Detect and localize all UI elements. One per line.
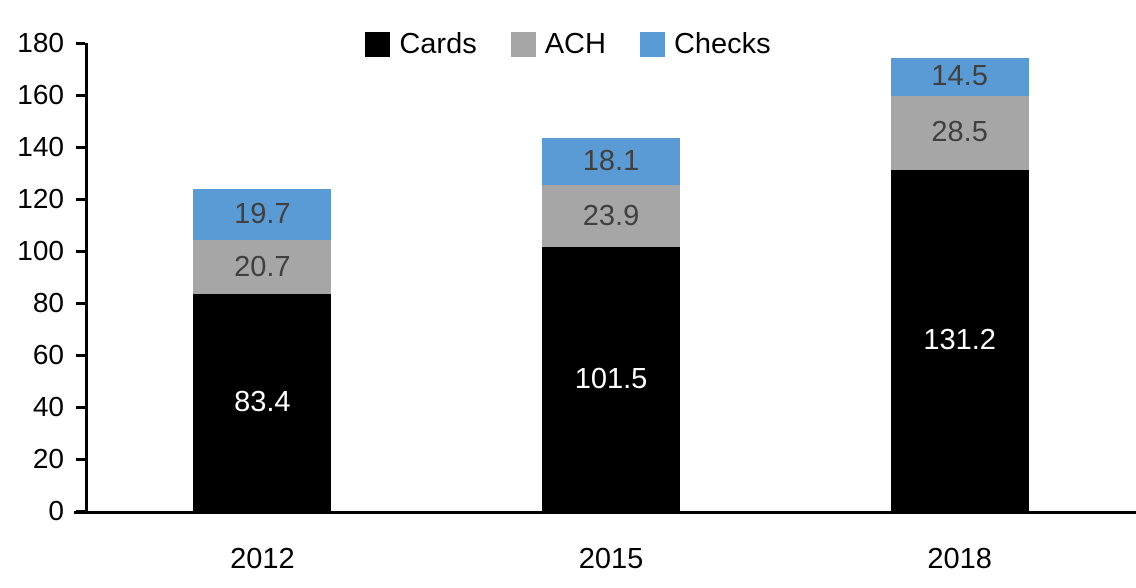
y-tick-mark [76, 406, 85, 409]
y-tick-mark [76, 250, 85, 253]
bar-segment-ach-2018: 28.5 [890, 95, 1029, 170]
x-tick-label-2012: 2012 [230, 543, 295, 575]
legend-swatch-ach [510, 32, 536, 57]
bar-value-label: 19.7 [234, 198, 291, 231]
legend-label-checks: Checks [673, 28, 771, 60]
bar-value-label: 23.9 [582, 199, 640, 232]
bar-segment-checks-2018: 14.5 [890, 58, 1029, 96]
legend: Cards ACH Checks [0, 30, 1136, 59]
bar-segment-ach-2015: 23.9 [542, 184, 680, 248]
bar-value-label: 18.1 [582, 144, 640, 177]
bar-segment-checks-2012: 19.7 [193, 189, 332, 241]
y-tick-mark [76, 510, 85, 513]
bar-segment-cards-2018: 131.2 [890, 169, 1029, 511]
y-tick-label: 20 [32, 443, 64, 474]
x-tick-label-2015: 2015 [578, 543, 644, 575]
bar-value-label: 14.5 [931, 60, 988, 93]
bar-segment-cards-2012: 83.4 [193, 294, 332, 511]
bar-segment-checks-2015: 18.1 [542, 137, 680, 185]
y-tick-label: 80 [32, 287, 64, 318]
bar-segment-ach-2012: 20.7 [193, 240, 332, 295]
bar-value-label: 20.7 [234, 250, 291, 283]
y-tick-mark [76, 458, 85, 461]
legend-swatch-cards [365, 32, 391, 57]
bar-segment-cards-2015: 101.5 [542, 247, 680, 511]
y-tick-label: 120 [17, 183, 64, 214]
bar-value-label: 83.4 [234, 386, 291, 419]
y-tick-label: 140 [17, 131, 64, 162]
y-tick-label: 180 [17, 27, 64, 58]
y-tick-label: 0 [48, 495, 64, 526]
y-tick-mark [76, 94, 85, 97]
x-tick-label-2018: 2018 [927, 543, 992, 575]
bar-value-label: 131.2 [923, 323, 996, 356]
y-tick-mark [76, 198, 85, 201]
y-tick-label: 60 [32, 339, 64, 370]
legend-swatch-checks [639, 32, 665, 57]
bar-value-label: 101.5 [574, 362, 648, 395]
y-tick-label: 40 [32, 391, 64, 422]
legend-label-cards: Cards [399, 28, 477, 60]
y-tick-mark [76, 42, 85, 45]
legend-label-ach: ACH [544, 28, 606, 60]
x-axis-line [74, 511, 1136, 514]
y-tick-mark [76, 146, 85, 149]
y-tick-label: 100 [17, 235, 64, 266]
y-axis-line [85, 43, 88, 512]
y-tick-label: 160 [17, 79, 64, 110]
legend-item-cards: Cards [365, 28, 477, 60]
y-tick-mark [76, 302, 85, 305]
legend-item-checks: Checks [639, 28, 771, 60]
y-tick-mark [76, 354, 85, 357]
legend-item-ach: ACH [510, 28, 606, 60]
bar-value-label: 28.5 [931, 116, 988, 149]
